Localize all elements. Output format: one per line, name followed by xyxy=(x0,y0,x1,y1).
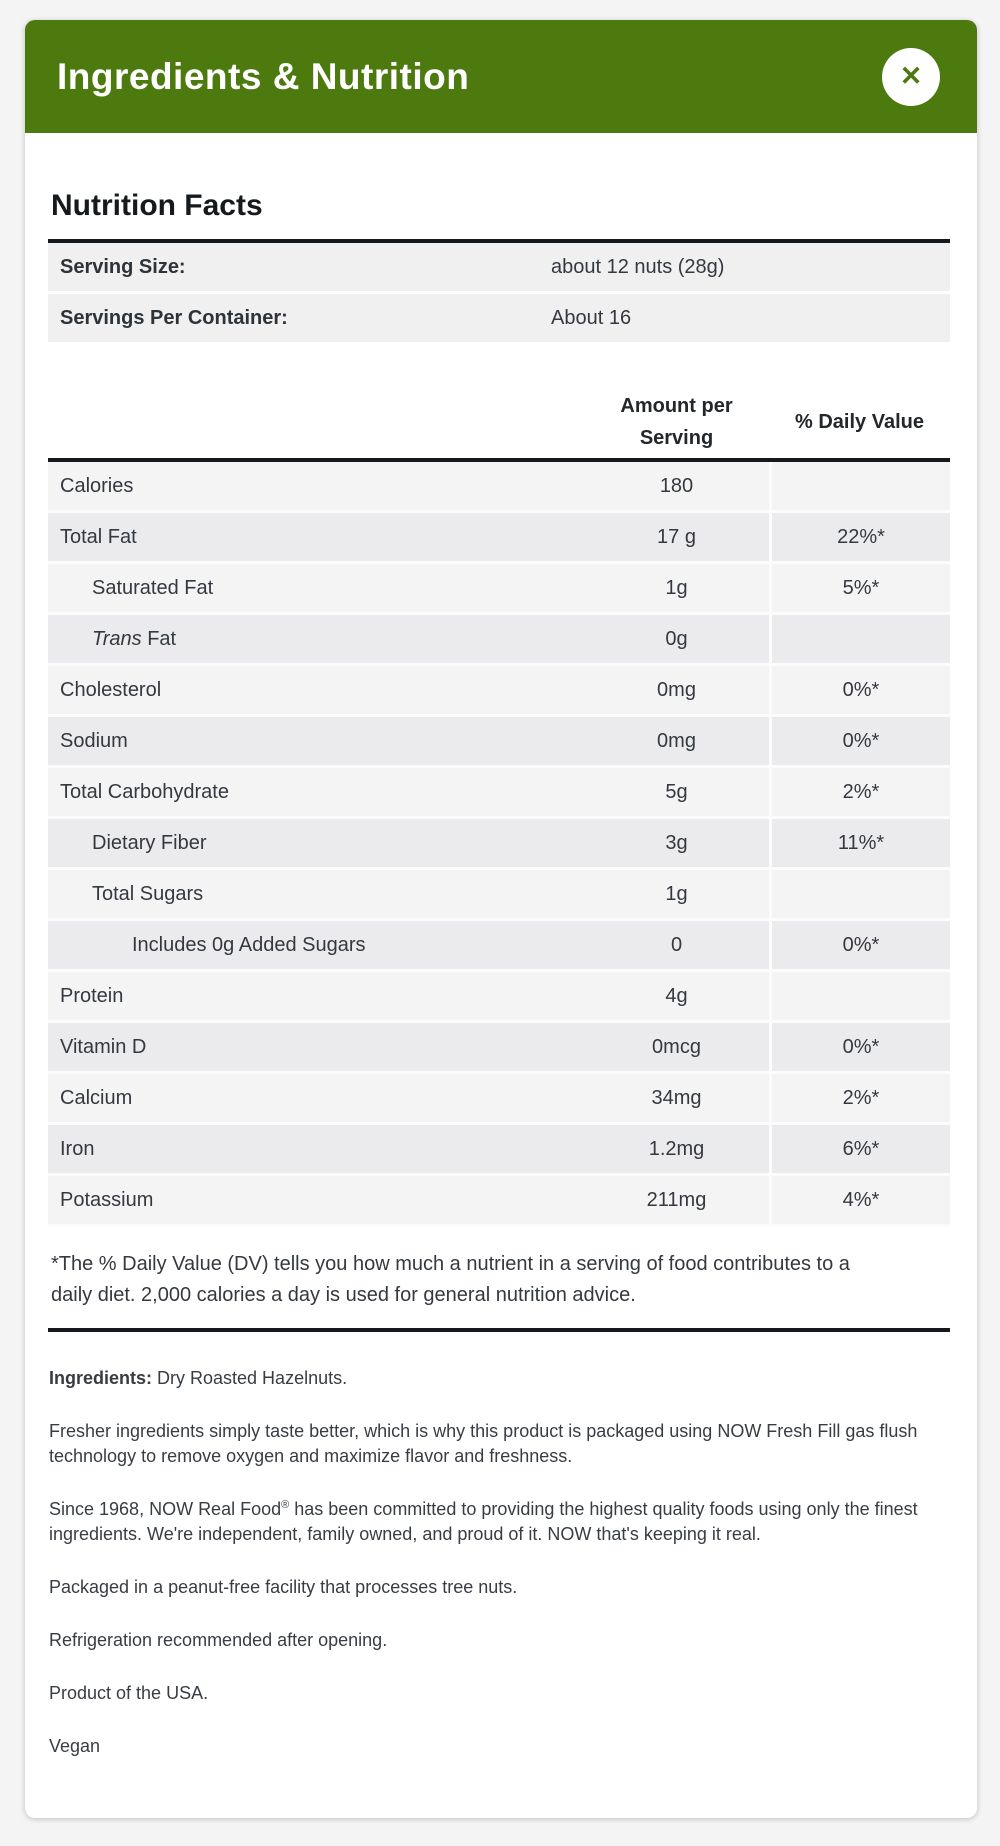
table-row-calories: Calories 180 xyxy=(48,462,950,513)
row-amount: 0 xyxy=(670,933,683,956)
row-label: Sodium xyxy=(60,729,128,752)
table-row-potassium: Potassium 211mg 4%* xyxy=(48,1176,950,1227)
table-row-total-carbohydrate: Total Carbohydrate 5g 2%* xyxy=(48,768,950,819)
serving-size-label: Serving Size: xyxy=(60,255,186,278)
row-daily-value: 0%* xyxy=(769,717,950,765)
ingredients-nutrition-modal: Ingredients & Nutrition ✕ Nutrition Fact… xyxy=(25,20,977,1818)
row-amount: 4g xyxy=(665,984,688,1007)
table-row-total-fat: Total Fat 17 g 22%* xyxy=(48,513,950,564)
percent-daily-value-header: % Daily Value xyxy=(795,410,924,433)
product-info-section: Ingredients: Dry Roasted Hazelnuts. Fres… xyxy=(48,1366,933,1759)
amount-per-serving-header: Amount per Serving xyxy=(620,395,733,449)
modal-content: Nutrition Facts Serving Size: about 12 n… xyxy=(25,189,977,1759)
row-daily-value: 4%* xyxy=(769,1176,950,1224)
row-daily-value: 0%* xyxy=(769,921,950,969)
vegan-label: Vegan xyxy=(49,1736,101,1756)
row-label: Potassium xyxy=(60,1188,154,1211)
servings-per-container-label: Servings Per Container: xyxy=(60,306,288,329)
table-row-dietary-fiber: Dietary Fiber 3g 11%* xyxy=(48,819,950,870)
servings-per-container-value: About 16 xyxy=(551,306,632,329)
row-daily-value: 11%* xyxy=(769,819,950,867)
row-label: Saturated Fat xyxy=(92,576,214,599)
row-label: Dietary Fiber xyxy=(92,831,207,854)
row-label: Total Fat xyxy=(60,525,137,548)
row-amount: 3g xyxy=(665,831,688,854)
row-daily-value: 6%* xyxy=(769,1125,950,1173)
row-label: Trans Fat xyxy=(92,627,177,650)
serving-size-value: about 12 nuts (28g) xyxy=(551,255,725,278)
row-amount: 211mg xyxy=(646,1188,707,1211)
nutrition-table: Calories 180 Total Fat 17 g 22%* Saturat… xyxy=(48,458,950,1227)
row-daily-value: 22%* xyxy=(769,513,950,561)
serving-size-row: Serving Size: about 12 nuts (28g) xyxy=(48,243,950,291)
row-amount: 1g xyxy=(665,882,688,905)
row-daily-value: 5%* xyxy=(769,564,950,612)
row-amount: 1.2mg xyxy=(648,1137,705,1160)
row-amount: 180 xyxy=(659,474,694,497)
table-row-vitamin-d: Vitamin D 0mcg 0%* xyxy=(48,1023,950,1074)
bottom-divider xyxy=(48,1328,950,1332)
row-amount: 34mg xyxy=(651,1086,702,1109)
modal-title: Ingredients & Nutrition xyxy=(57,55,470,97)
row-daily-value: 2%* xyxy=(769,1074,950,1122)
row-amount: 5g xyxy=(665,780,688,803)
fresh-fill-paragraph: Fresher ingredients simply taste better,… xyxy=(49,1421,918,1466)
row-amount: 0mcg xyxy=(652,1035,701,1058)
row-amount: 17 g xyxy=(657,525,696,548)
close-icon: ✕ xyxy=(899,61,923,91)
row-daily-value xyxy=(769,462,950,510)
ingredients-paragraph: Ingredients: Dry Roasted Hazelnuts. xyxy=(49,1366,933,1391)
row-label-italic: Trans xyxy=(92,627,142,650)
row-label: Vitamin D xyxy=(60,1035,147,1058)
row-amount: 0mg xyxy=(657,678,696,701)
table-row-sodium: Sodium 0mg 0%* xyxy=(48,717,950,768)
table-row-calcium: Calcium 34mg 2%* xyxy=(48,1074,950,1125)
nutrition-column-headers: Amount per Serving % Daily Value xyxy=(48,386,950,458)
row-label: Includes 0g Added Sugars xyxy=(132,933,366,956)
table-row-trans-fat: Trans Fat 0g xyxy=(48,615,950,666)
registered-trademark-symbol: ® xyxy=(281,1499,290,1511)
ingredients-label: Ingredients: xyxy=(49,1368,153,1388)
table-row-total-sugars: Total Sugars 1g xyxy=(48,870,950,921)
close-button[interactable]: ✕ xyxy=(882,47,940,106)
row-daily-value: 2%* xyxy=(769,768,950,816)
row-daily-value xyxy=(769,972,950,1020)
row-amount: 0mg xyxy=(657,729,696,752)
modal-header: Ingredients & Nutrition ✕ xyxy=(25,20,977,133)
row-label: Protein xyxy=(60,984,124,1007)
refrigeration-paragraph: Refrigeration recommended after opening. xyxy=(49,1630,388,1650)
row-label: Total Carbohydrate xyxy=(60,780,229,803)
row-daily-value xyxy=(769,615,950,663)
ingredients-value: Dry Roasted Hazelnuts. xyxy=(152,1368,348,1388)
table-row-iron: Iron 1.2mg 6%* xyxy=(48,1125,950,1176)
row-label: Calories xyxy=(60,474,134,497)
table-row-cholesterol: Cholesterol 0mg 0%* xyxy=(48,666,950,717)
row-daily-value: 0%* xyxy=(769,666,950,714)
nutrition-facts-heading: Nutrition Facts xyxy=(51,189,263,222)
serving-info-table: Serving Size: about 12 nuts (28g) Servin… xyxy=(48,239,950,342)
row-daily-value: 0%* xyxy=(769,1023,950,1071)
product-origin-paragraph: Product of the USA. xyxy=(49,1683,209,1703)
servings-per-container-row: Servings Per Container: About 16 xyxy=(48,294,950,342)
table-row-saturated-fat: Saturated Fat 1g 5%* xyxy=(48,564,950,615)
peanut-free-paragraph: Packaged in a peanut-free facility that … xyxy=(49,1577,518,1597)
table-row-protein: Protein 4g xyxy=(48,972,950,1023)
table-row-added-sugars: Includes 0g Added Sugars 0 0%* xyxy=(48,921,950,972)
since-1968-paragraph: Since 1968, NOW Real Food® has been comm… xyxy=(49,1499,918,1544)
row-daily-value xyxy=(769,870,950,918)
row-label: Cholesterol xyxy=(60,678,162,701)
row-amount: 0g xyxy=(665,627,688,650)
row-amount: 1g xyxy=(665,576,688,599)
row-label: Total Sugars xyxy=(92,882,204,905)
row-label: Calcium xyxy=(60,1086,133,1109)
daily-value-footnote: *The % Daily Value (DV) tells you how mu… xyxy=(51,1253,850,1306)
row-label: Iron xyxy=(60,1137,95,1160)
